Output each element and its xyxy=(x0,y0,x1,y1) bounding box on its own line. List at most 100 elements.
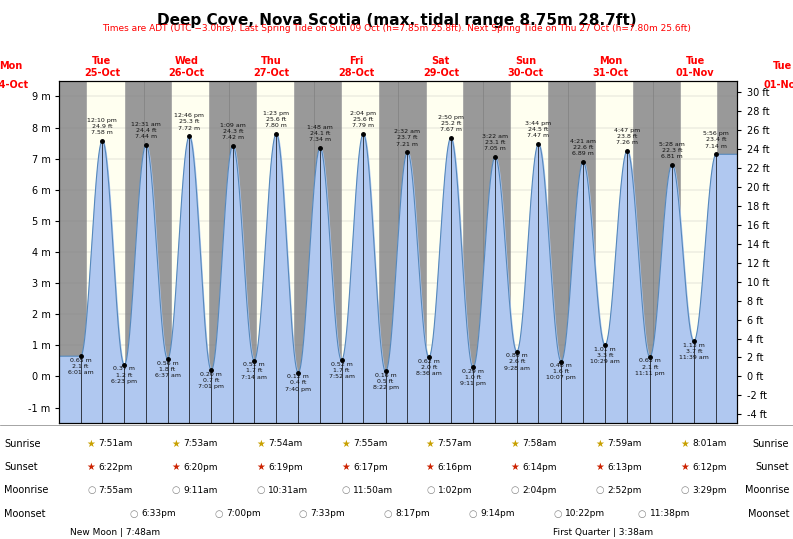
Text: 8:01am: 8:01am xyxy=(692,439,726,448)
Text: 2:50 pm
25.2 ft
7.67 m: 2:50 pm 25.2 ft 7.67 m xyxy=(438,115,464,132)
Text: 0.51 m
1.7 ft
7:14 am: 0.51 m 1.7 ft 7:14 am xyxy=(241,362,267,379)
Text: 6:17pm: 6:17pm xyxy=(353,462,388,472)
Text: Sunset: Sunset xyxy=(756,462,789,472)
Bar xyxy=(427,81,462,423)
Bar xyxy=(87,81,124,423)
Text: 0.63 m
2.1 ft
11:11 pm: 0.63 m 2.1 ft 11:11 pm xyxy=(635,358,665,376)
Text: ○: ○ xyxy=(554,508,561,519)
Text: Moonrise: Moonrise xyxy=(4,485,48,495)
Text: 6:22pm: 6:22pm xyxy=(98,462,133,472)
Text: 6:33pm: 6:33pm xyxy=(141,509,176,518)
Text: 6:20pm: 6:20pm xyxy=(183,462,218,472)
Text: 0.37 m
1.2 ft
6:23 pm: 0.37 m 1.2 ft 6:23 pm xyxy=(111,367,137,384)
Text: Tue: Tue xyxy=(773,61,792,71)
Text: 0.80 m
2.6 ft
9:28 am: 0.80 m 2.6 ft 9:28 am xyxy=(504,353,530,370)
Text: 2:52pm: 2:52pm xyxy=(607,486,642,495)
Text: ○: ○ xyxy=(299,508,308,519)
Text: 12:31 am
24.4 ft
7.44 m: 12:31 am 24.4 ft 7.44 m xyxy=(131,122,161,140)
Text: Sunset: Sunset xyxy=(4,462,37,472)
Text: Mon: Mon xyxy=(0,61,22,71)
Text: ★: ★ xyxy=(680,462,689,472)
Text: ★: ★ xyxy=(341,439,350,449)
Text: 0.20 m
0.7 ft
7:01 pm: 0.20 m 0.7 ft 7:01 pm xyxy=(198,372,224,389)
Text: 1:23 pm
25.6 ft
7.80 m: 1:23 pm 25.6 ft 7.80 m xyxy=(263,110,289,128)
Text: 3:44 pm
24.5 ft
7.47 m: 3:44 pm 24.5 ft 7.47 m xyxy=(526,121,552,139)
Bar xyxy=(342,81,377,423)
Text: ★: ★ xyxy=(426,439,435,449)
Text: 9:11am: 9:11am xyxy=(183,486,218,495)
Text: 7:59am: 7:59am xyxy=(607,439,642,448)
Text: 1.01 m
3.3 ft
10:29 am: 1.01 m 3.3 ft 10:29 am xyxy=(590,347,620,364)
Text: ★: ★ xyxy=(680,439,689,449)
Text: 10:22pm: 10:22pm xyxy=(565,509,605,518)
Bar xyxy=(511,81,547,423)
Text: 1:02pm: 1:02pm xyxy=(438,486,472,495)
Bar xyxy=(257,81,293,423)
Text: 11:38pm: 11:38pm xyxy=(649,509,690,518)
Text: 12:46 pm
25.3 ft
7.72 m: 12:46 pm 25.3 ft 7.72 m xyxy=(174,113,205,130)
Text: 10:31am: 10:31am xyxy=(268,486,308,495)
Text: ○: ○ xyxy=(384,508,393,519)
Text: ○: ○ xyxy=(87,485,95,495)
Text: 7:53am: 7:53am xyxy=(183,439,218,448)
Text: 7:55am: 7:55am xyxy=(98,486,133,495)
Text: 7:33pm: 7:33pm xyxy=(311,509,345,518)
Text: 6:14pm: 6:14pm xyxy=(523,462,557,472)
Text: 24-Oct: 24-Oct xyxy=(0,80,29,90)
Text: ★: ★ xyxy=(341,462,350,472)
Text: Sunrise: Sunrise xyxy=(4,439,40,449)
Text: ★: ★ xyxy=(426,462,435,472)
Text: ○: ○ xyxy=(129,508,138,519)
Text: Deep Cove, Nova Scotia (max. tidal range 8.75m 28.7ft): Deep Cove, Nova Scotia (max. tidal range… xyxy=(157,13,636,29)
Text: 6:13pm: 6:13pm xyxy=(607,462,642,472)
Text: 4:47 pm
23.8 ft
7.26 m: 4:47 pm 23.8 ft 7.26 m xyxy=(614,128,641,145)
Text: 7:51am: 7:51am xyxy=(98,439,133,448)
Text: 5:28 am
22.3 ft
6.81 m: 5:28 am 22.3 ft 6.81 m xyxy=(659,142,685,159)
Text: ★: ★ xyxy=(86,462,95,472)
Text: ○: ○ xyxy=(511,485,519,495)
Text: 2:04pm: 2:04pm xyxy=(523,486,557,495)
Text: 3:22 am
23.1 ft
7.05 m: 3:22 am 23.1 ft 7.05 m xyxy=(482,134,508,151)
Text: ★: ★ xyxy=(511,462,519,472)
Text: ○: ○ xyxy=(172,485,180,495)
Text: 1:09 am
24.3 ft
7.42 m: 1:09 am 24.3 ft 7.42 m xyxy=(220,122,246,140)
Text: 5:56 pm
23.4 ft
7.14 m: 5:56 pm 23.4 ft 7.14 m xyxy=(703,132,729,149)
Text: ★: ★ xyxy=(86,439,95,449)
Text: 1:48 am
24.1 ft
7.34 m: 1:48 am 24.1 ft 7.34 m xyxy=(307,125,333,142)
Text: 9:14pm: 9:14pm xyxy=(480,509,515,518)
Text: Moonset: Moonset xyxy=(748,508,789,519)
Text: ★: ★ xyxy=(511,439,519,449)
Text: ★: ★ xyxy=(596,462,604,472)
Text: ★: ★ xyxy=(256,439,265,449)
Text: 0.62 m
2.0 ft
8:36 am: 0.62 m 2.0 ft 8:36 am xyxy=(416,359,442,376)
Text: ○: ○ xyxy=(214,508,223,519)
Text: 6:16pm: 6:16pm xyxy=(438,462,473,472)
Text: Sunrise: Sunrise xyxy=(753,439,789,449)
Text: 0.56 m
1.8 ft
6:37 am: 0.56 m 1.8 ft 6:37 am xyxy=(155,361,181,378)
Text: 1.13 m
3.7 ft
11:39 am: 1.13 m 3.7 ft 11:39 am xyxy=(679,343,709,360)
Text: 6:12pm: 6:12pm xyxy=(692,462,726,472)
Text: 7:54am: 7:54am xyxy=(268,439,302,448)
Text: ○: ○ xyxy=(469,508,477,519)
Text: 7:55am: 7:55am xyxy=(353,439,387,448)
Bar xyxy=(172,81,209,423)
Text: Moonrise: Moonrise xyxy=(745,485,789,495)
Text: 0.29 m
1.0 ft
9:11 pm: 0.29 m 1.0 ft 9:11 pm xyxy=(460,369,486,386)
Text: 12:10 pm
24.9 ft
7.58 m: 12:10 pm 24.9 ft 7.58 m xyxy=(87,118,117,135)
Text: 3:29pm: 3:29pm xyxy=(692,486,726,495)
Text: ★: ★ xyxy=(256,462,265,472)
Text: ★: ★ xyxy=(171,439,180,449)
Text: First Quarter | 3:38am: First Quarter | 3:38am xyxy=(553,528,653,536)
Text: ○: ○ xyxy=(426,485,435,495)
Text: 0.48 m
1.6 ft
10:07 pm: 0.48 m 1.6 ft 10:07 pm xyxy=(546,363,577,381)
Text: 0.16 m
0.5 ft
8:22 pm: 0.16 m 0.5 ft 8:22 pm xyxy=(373,373,399,390)
Text: Times are ADT (UTC −3.0hrs). Last Spring Tide on Sun 09 Oct (h=7.85m 25.8ft). Ne: Times are ADT (UTC −3.0hrs). Last Spring… xyxy=(102,24,691,33)
Text: New Moon | 7:48am: New Moon | 7:48am xyxy=(70,528,160,536)
Text: ○: ○ xyxy=(256,485,265,495)
Text: 0.65 m
2.1 ft
6:01 am: 0.65 m 2.1 ft 6:01 am xyxy=(67,358,94,375)
Text: 01-Nov: 01-Nov xyxy=(764,80,793,90)
Text: ○: ○ xyxy=(638,508,646,519)
Text: 0.12 m
0.4 ft
7:40 pm: 0.12 m 0.4 ft 7:40 pm xyxy=(285,374,312,392)
Text: ○: ○ xyxy=(341,485,350,495)
Text: 11:50am: 11:50am xyxy=(353,486,393,495)
